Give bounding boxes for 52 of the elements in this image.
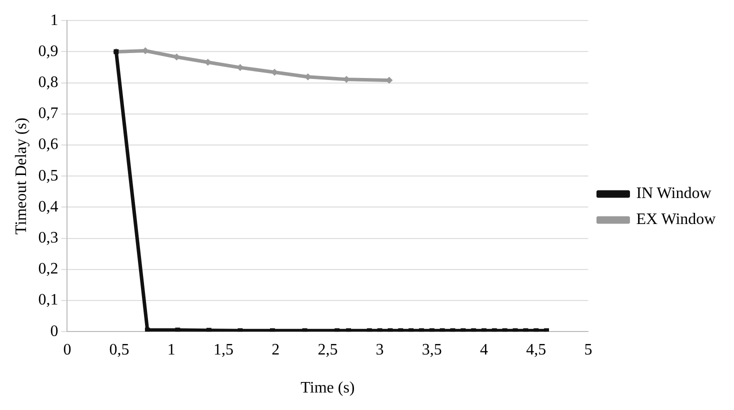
point (523, 328, 528, 332)
point (398, 328, 404, 332)
point (450, 328, 456, 332)
x-tick-label: 0 (63, 341, 72, 358)
x-tick-label: 3 (376, 341, 384, 358)
point (471, 328, 476, 332)
y-axis-title: Timeout Delay (s) (12, 118, 30, 234)
y-tick-label: 0,1 (38, 292, 58, 309)
y-tick-label: 1 (50, 12, 58, 29)
point (482, 328, 486, 332)
point (460, 328, 466, 332)
point (346, 328, 352, 332)
y-tick-label: 0,7 (38, 105, 58, 122)
y-tick-label: 0,3 (38, 230, 58, 247)
point (334, 328, 340, 332)
y-tick-label: 0,6 (38, 136, 58, 154)
point (408, 328, 414, 332)
legend-label: EX Window (636, 211, 716, 228)
y-tick-label: 0,5 (38, 167, 58, 184)
y-tick-label: 0,2 (38, 260, 58, 278)
point (429, 328, 434, 332)
point (175, 328, 180, 332)
x-tick-label: 1,5 (214, 341, 234, 358)
legend-label: IN Window (636, 185, 712, 202)
point (270, 328, 275, 332)
x-tick-label: 4 (480, 341, 488, 358)
x-tick-label: 2 (272, 341, 280, 358)
point (419, 328, 424, 332)
point (302, 328, 308, 332)
point (377, 328, 382, 332)
y-tick-label: 0,4 (38, 198, 58, 216)
x-tick-label: 2,5 (318, 341, 338, 358)
point (440, 328, 445, 332)
point (502, 328, 508, 332)
y-tick-label: 0,8 (38, 74, 58, 92)
y-tick-label: 0 (50, 322, 58, 340)
point (366, 328, 372, 332)
point (512, 328, 518, 332)
point (144, 328, 150, 332)
point (238, 328, 243, 332)
point (388, 328, 393, 332)
point (492, 328, 497, 332)
x-axis-title: Time (s) (300, 380, 355, 397)
x-tick-label: 4,5 (526, 341, 546, 358)
x-tick-label: 0,5 (109, 341, 130, 358)
point (544, 328, 550, 332)
point (206, 328, 212, 332)
x-tick-label: 3,5 (422, 341, 442, 358)
x-tick-label: 5 (584, 341, 592, 358)
point (534, 328, 539, 332)
x-tick-label: 1 (167, 341, 176, 358)
y-tick-label: 0,9 (38, 42, 58, 60)
